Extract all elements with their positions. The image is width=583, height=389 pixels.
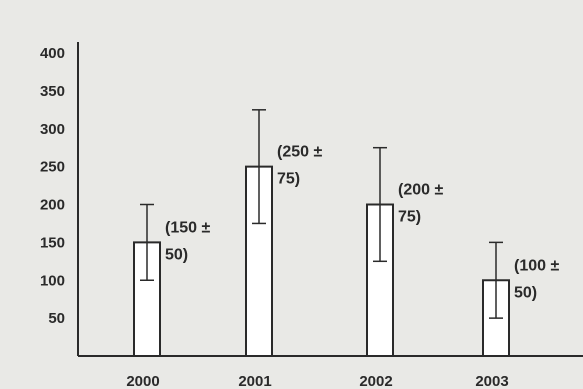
- x-category-label: 2003: [475, 373, 508, 389]
- data-label-line2: 50): [165, 246, 188, 263]
- data-labels-group: (150 ± 50) (250 ± 75) (200 ± 75) (100 ± 50): [165, 144, 559, 302]
- error-bars-group: [140, 109, 503, 319]
- data-label-line1: (250 ±: [277, 144, 322, 161]
- x-category-label: 2002: [359, 373, 392, 389]
- y-tick-label: 150: [40, 234, 65, 251]
- x-category-label: 2000: [126, 373, 159, 389]
- data-label-line2: 75): [398, 209, 421, 226]
- y-tick-label: 250: [40, 159, 65, 176]
- y-tick-label: 200: [40, 197, 65, 214]
- data-label-line2: 75): [277, 171, 300, 188]
- bars-group: [133, 165, 510, 357]
- y-tick-label: 400: [40, 45, 65, 62]
- data-label-line1: (200 ±: [398, 182, 443, 199]
- y-tick-label: 350: [40, 83, 65, 100]
- data-label-line1: (100 ±: [514, 257, 559, 274]
- y-tick-label: 50: [48, 310, 65, 327]
- data-label-line2: 50): [514, 284, 537, 301]
- x-category-label: 2001: [238, 373, 271, 389]
- y-tick-label: 300: [40, 121, 65, 138]
- y-tick-label: 100: [40, 272, 65, 289]
- y-tick-labels: 50 100 150 200 250 300 350 400: [40, 45, 65, 327]
- category-labels-group: 2000 2001 2002 2003: [126, 373, 508, 389]
- data-label-line1: (150 ±: [165, 219, 210, 236]
